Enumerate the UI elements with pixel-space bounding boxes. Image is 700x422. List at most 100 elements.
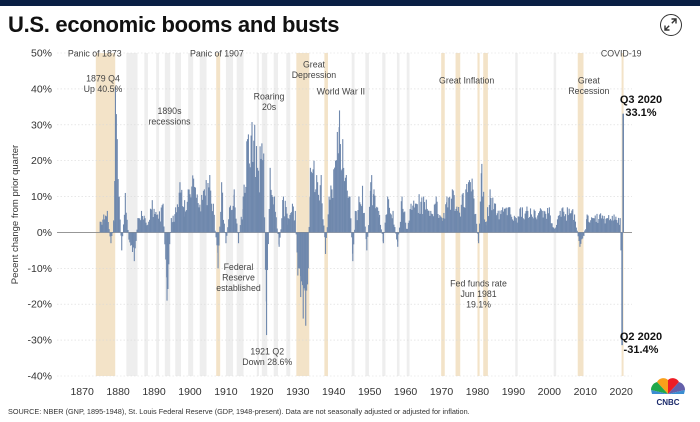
- data-bar: [202, 199, 204, 233]
- top-accent-bar: [0, 0, 700, 6]
- data-bar: [186, 201, 188, 233]
- data-bar: [134, 232, 136, 249]
- data-bar: [592, 218, 594, 233]
- data-bar: [280, 229, 282, 233]
- expand-button[interactable]: [660, 14, 682, 36]
- data-bar: [494, 203, 497, 233]
- data-bar: [211, 203, 213, 233]
- data-bar: [400, 201, 402, 233]
- x-tick-label: 2020: [610, 386, 634, 398]
- data-bar: [439, 215, 441, 233]
- data-bar: [152, 217, 154, 233]
- data-bar: [349, 196, 351, 233]
- data-bar: [355, 211, 357, 233]
- data-bar: [307, 232, 309, 269]
- data-bar: [237, 232, 240, 244]
- data-bar: [405, 222, 407, 233]
- data-bar: [197, 203, 199, 233]
- data-bar: [527, 210, 529, 233]
- data-bar: [535, 217, 537, 233]
- data-bar: [495, 215, 497, 233]
- data-bar: [258, 192, 260, 233]
- data-bar: [285, 206, 287, 233]
- data-bar: [388, 207, 391, 233]
- data-bar: [177, 206, 179, 233]
- data-bar: [203, 189, 205, 233]
- data-bar: [583, 232, 585, 237]
- data-bar: [467, 182, 470, 233]
- data-bar: [385, 214, 387, 233]
- data-bar: [566, 207, 568, 233]
- data-bar: [218, 232, 220, 246]
- data-bar: [103, 214, 105, 233]
- data-bar: [413, 200, 415, 233]
- data-bar: [565, 214, 567, 233]
- data-bar: [428, 210, 430, 233]
- data-bar: [229, 205, 231, 233]
- data-bar: [381, 232, 383, 234]
- data-bar: [295, 232, 297, 235]
- data-bar: [229, 207, 231, 233]
- covid-bar: [620, 232, 623, 251]
- data-bar: [330, 185, 332, 233]
- data-bar: [266, 232, 269, 271]
- y-axis-label: Pecent change from prior quarter: [10, 145, 21, 284]
- data-bar: [139, 218, 141, 233]
- data-bar: [474, 214, 476, 233]
- data-bar: [273, 204, 275, 233]
- data-bar: [308, 226, 310, 233]
- data-bar: [131, 232, 134, 253]
- data-bar: [253, 140, 255, 233]
- data-bar: [175, 207, 177, 233]
- data-bar: [112, 232, 114, 234]
- data-bar: [463, 206, 465, 233]
- data-bar: [396, 232, 398, 240]
- data-bar: [114, 181, 116, 233]
- data-bar: [247, 134, 249, 233]
- data-bar: [190, 197, 192, 233]
- data-bar: [519, 208, 521, 233]
- data-bar: [354, 210, 356, 233]
- data-bar: [240, 216, 242, 233]
- data-bar: [601, 215, 603, 233]
- data-bar: [520, 216, 523, 233]
- data-bar: [313, 160, 315, 233]
- x-tick-label: 1920: [250, 386, 274, 398]
- data-bar: [298, 232, 300, 269]
- data-bar: [490, 198, 492, 233]
- data-bar: [547, 213, 550, 233]
- data-bar: [465, 189, 467, 233]
- data-bar: [526, 206, 528, 233]
- data-bar: [350, 218, 352, 233]
- data-bar: [210, 190, 212, 233]
- data-bar: [144, 218, 146, 233]
- data-bar: [392, 210, 394, 233]
- data-bar: [351, 232, 353, 238]
- data-bar: [593, 218, 595, 233]
- data-bar: [546, 218, 548, 233]
- data-bar: [324, 232, 326, 238]
- data-bar: [119, 219, 121, 233]
- data-bar: [286, 213, 288, 233]
- data-bar: [412, 205, 414, 233]
- major-event-band: [296, 53, 310, 376]
- data-bar: [430, 210, 432, 233]
- recession-band: [286, 53, 291, 376]
- data-bar: [314, 192, 316, 233]
- data-bar: [492, 197, 494, 233]
- data-bar: [387, 196, 389, 233]
- data-bar: [291, 211, 293, 233]
- data-bar: [468, 180, 470, 233]
- data-bar: [202, 190, 205, 233]
- data-bar: [500, 214, 502, 233]
- data-bar: [497, 210, 499, 233]
- data-bar: [453, 195, 455, 233]
- data-bar: [617, 222, 619, 233]
- data-bar: [464, 207, 466, 233]
- recession-band: [382, 53, 386, 376]
- data-bar: [201, 194, 203, 233]
- data-bar: [517, 216, 519, 233]
- x-tick-label: 1990: [502, 386, 526, 398]
- data-bar: [615, 216, 617, 233]
- x-tick-label: 1970: [430, 386, 454, 398]
